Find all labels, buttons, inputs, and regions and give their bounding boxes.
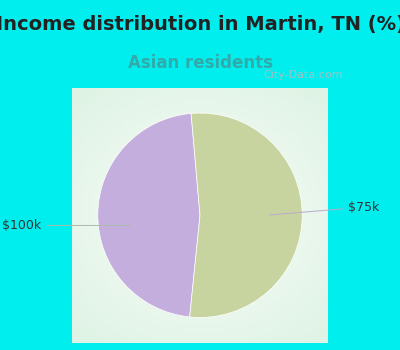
Wedge shape [190,113,302,317]
Text: $75k: $75k [269,201,380,215]
Text: City-Data.com: City-Data.com [263,70,343,80]
Text: $100k: $100k [2,219,131,232]
Wedge shape [98,113,200,317]
Text: Income distribution in Martin, TN (%): Income distribution in Martin, TN (%) [0,15,400,34]
Text: Asian residents: Asian residents [128,54,272,72]
